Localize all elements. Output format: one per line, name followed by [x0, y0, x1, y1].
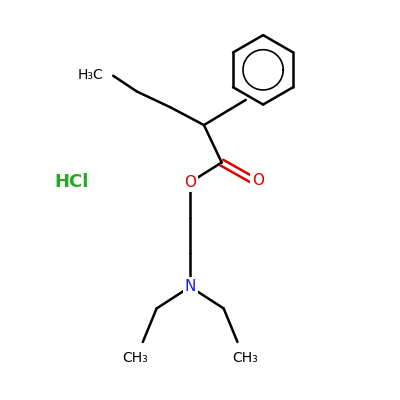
Text: O: O: [252, 173, 264, 188]
Text: H₃C: H₃C: [78, 68, 103, 82]
Text: N: N: [184, 279, 196, 294]
Text: CH₃: CH₃: [232, 351, 258, 365]
Text: O: O: [184, 175, 196, 190]
Text: CH₃: CH₃: [122, 351, 148, 365]
Text: HCl: HCl: [54, 173, 88, 191]
